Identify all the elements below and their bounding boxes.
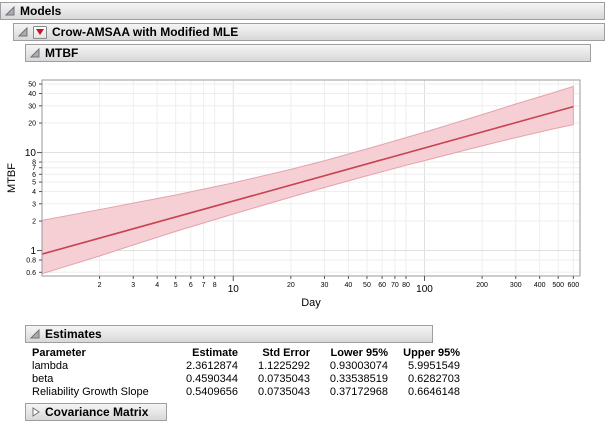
x-tick-label[interactable]: 60 — [378, 282, 386, 289]
model-outline-header[interactable]: Crow-AMSAA with Modified MLE — [13, 23, 605, 41]
x-tick-label[interactable]: 300 — [510, 282, 522, 289]
x-tick-label[interactable]: 3 — [131, 282, 135, 289]
y-tick-label[interactable]: 0.6 — [26, 270, 36, 277]
disclosure-open-icon[interactable] — [30, 48, 40, 58]
x-tick-label[interactable]: 10 — [228, 284, 240, 295]
cell-lower95: 0.93003074 — [329, 359, 388, 372]
mtbf-chart-region: 2 3 4 5 6 7 8 10 20 30 40 50 60 70 80 100 200 300 400 500 60… — [4, 64, 596, 312]
x-tick-label[interactable]: 5 — [174, 282, 178, 289]
col-header-upper95: Upper 95% — [403, 346, 460, 359]
models-title: Models — [20, 4, 62, 18]
cell-std-error: 0.0735043 — [258, 385, 310, 398]
x-tick-label[interactable]: 80 — [402, 282, 410, 289]
cell-parameter: lambda — [32, 359, 69, 372]
x-tick-label[interactable]: 7 — [202, 282, 206, 289]
red-triangle-menu-icon[interactable] — [33, 25, 47, 39]
y-tick-label[interactable]: 50 — [28, 82, 36, 89]
mtbf-plot[interactable]: 2 3 4 5 6 7 8 10 20 30 40 50 60 70 80 100 200 300 400 500 60… — [4, 64, 596, 312]
x-tick-label[interactable]: 40 — [345, 282, 353, 289]
y-tick-label[interactable]: 5 — [32, 180, 36, 187]
cell-std-error: 1.1225292 — [258, 359, 310, 372]
col-header-lower95: Lower 95% — [330, 346, 388, 359]
y-tick-label[interactable]: 4 — [32, 189, 36, 196]
y-tick-label[interactable]: 40 — [28, 91, 36, 98]
x-tick-label[interactable]: 100 — [416, 284, 433, 295]
estimates-title: Estimates — [45, 327, 102, 341]
y-tick-label[interactable]: 7 — [32, 165, 36, 172]
mtbf-outline-header[interactable]: MTBF — [25, 44, 591, 62]
col-header-parameter: Parameter — [32, 346, 86, 359]
estimates-row: Reliability Growth Slope 0.5409656 0.073… — [28, 385, 464, 398]
disclosure-open-icon[interactable] — [30, 329, 40, 339]
estimates-row: beta 0.4590344 0.0735043 0.33538519 0.62… — [28, 372, 464, 385]
y-tick-label[interactable]: 10 — [25, 148, 37, 159]
estimates-header-row: Parameter Estimate Std Error Lower 95% U… — [28, 346, 464, 359]
estimates-outline-header[interactable]: Estimates — [25, 325, 433, 343]
col-header-estimate: Estimate — [192, 346, 238, 359]
cell-parameter: beta — [32, 372, 54, 385]
x-tick-label[interactable]: 70 — [391, 282, 399, 289]
x-tick-label[interactable]: 2 — [98, 282, 102, 289]
covariance-outline-header[interactable]: Covariance Matrix — [25, 403, 167, 421]
cell-estimate: 2.3612874 — [186, 359, 238, 372]
x-tick-label[interactable]: 30 — [321, 282, 329, 289]
x-tick-label[interactable]: 6 — [189, 282, 193, 289]
estimates-table: Parameter Estimate Std Error Lower 95% U… — [28, 346, 464, 398]
model-title: Crow-AMSAA with Modified MLE — [52, 25, 239, 39]
cell-upper95: 0.6282703 — [408, 372, 460, 385]
cell-estimate: 0.4590344 — [186, 372, 238, 385]
fit-line — [42, 105, 574, 255]
models-outline-header[interactable]: Models — [0, 2, 605, 20]
x-tick-label[interactable]: 200 — [476, 282, 488, 289]
y-tick-label[interactable]: 20 — [28, 121, 36, 128]
x-tick-label[interactable]: 500 — [552, 282, 564, 289]
y-tick-label[interactable]: 6 — [32, 172, 36, 179]
mtbf-title: MTBF — [45, 46, 79, 60]
y-axis-label[interactable]: MTBF — [6, 163, 18, 193]
estimates-row: lambda 2.3612874 1.1225292 0.93003074 5.… — [28, 359, 464, 372]
covariance-title: Covariance Matrix — [45, 405, 149, 419]
cell-parameter: Reliability Growth Slope — [32, 385, 149, 398]
col-header-std-error: Std Error — [262, 346, 310, 359]
y-tick-label[interactable]: 8 — [32, 160, 36, 167]
cell-upper95: 0.6646148 — [408, 385, 460, 398]
cell-std-error: 0.0735043 — [258, 372, 310, 385]
cell-upper95: 5.9951549 — [408, 359, 460, 372]
y-tick-label[interactable]: 0.8 — [26, 258, 36, 265]
y-tick-label[interactable]: 3 — [32, 201, 36, 208]
disclosure-open-icon[interactable] — [5, 6, 15, 16]
cell-lower95: 0.37172968 — [329, 385, 388, 398]
x-tick-label[interactable]: 600 — [568, 282, 580, 289]
cell-estimate: 0.5409656 — [186, 385, 238, 398]
y-tick-label[interactable]: 2 — [32, 219, 36, 226]
x-tick-label[interactable]: 4 — [155, 282, 159, 289]
disclosure-closed-icon[interactable] — [30, 407, 40, 417]
x-axis-label[interactable]: Day — [301, 297, 321, 309]
plot-frame — [41, 79, 581, 277]
x-tick-label[interactable]: 20 — [287, 282, 295, 289]
y-tick-label[interactable]: 30 — [28, 103, 36, 110]
x-tick-label[interactable]: 50 — [363, 282, 371, 289]
x-tick-label[interactable]: 8 — [213, 282, 217, 289]
y-tick-label[interactable]: 1 — [30, 246, 36, 257]
disclosure-open-icon[interactable] — [18, 27, 28, 37]
x-tick-label[interactable]: 400 — [534, 282, 546, 289]
cell-lower95: 0.33538519 — [329, 372, 388, 385]
